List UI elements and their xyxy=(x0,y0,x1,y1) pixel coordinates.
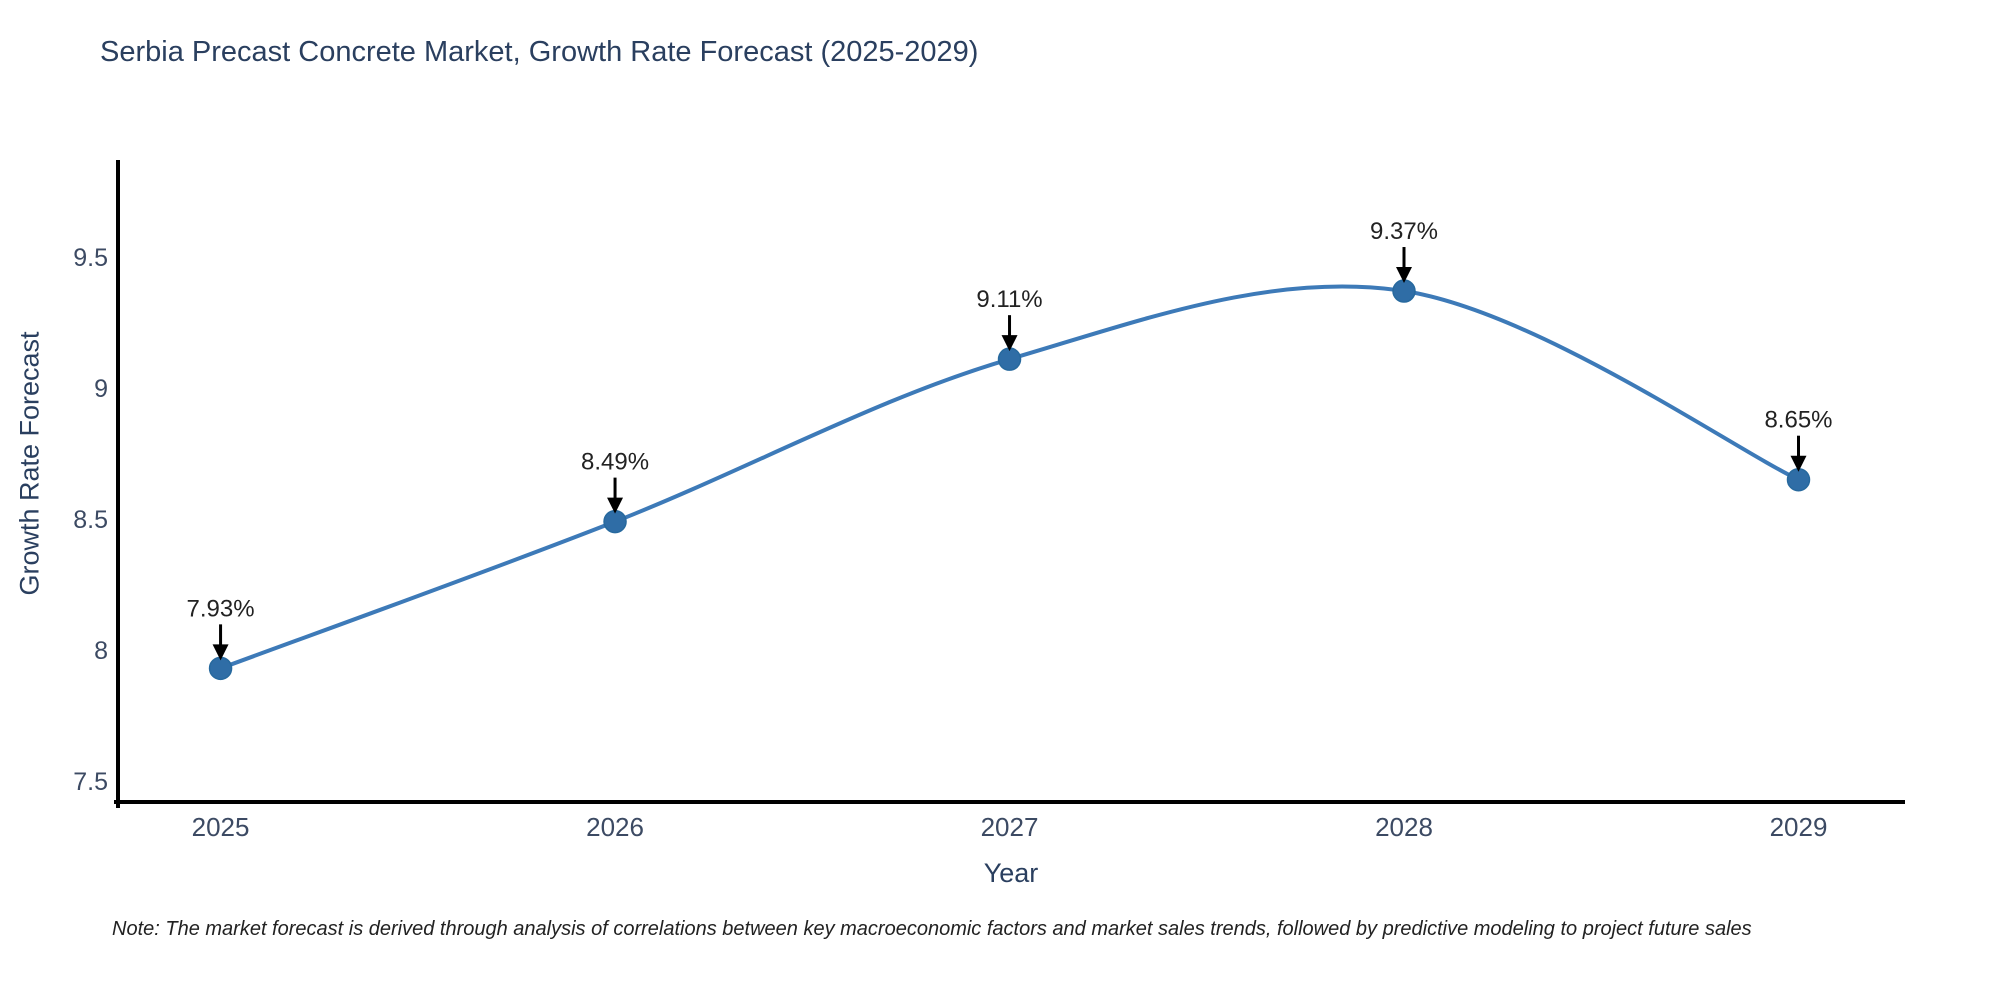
y-tick-label: 9 xyxy=(94,375,108,403)
chart-title: Serbia Precast Concrete Market, Growth R… xyxy=(100,36,979,68)
annotation-arrowhead xyxy=(1790,455,1807,472)
y-tick-label: 9.5 xyxy=(73,244,108,272)
x-tick-label: 2029 xyxy=(1770,812,1828,842)
annotation-label: 9.11% xyxy=(976,286,1042,313)
x-tick-label: 2028 xyxy=(1375,812,1433,842)
annotation-arrowhead xyxy=(607,497,624,514)
y-axis-title: Growth Rate Forecast xyxy=(14,331,45,596)
x-tick-label: 2026 xyxy=(586,812,644,842)
annotation-arrowhead xyxy=(212,644,229,661)
x-tick-label: 2027 xyxy=(981,812,1039,842)
data-point-2027 xyxy=(997,347,1022,371)
footnote: Note: The market forecast is derived thr… xyxy=(112,918,1752,940)
annotation-label: 8.65% xyxy=(1764,407,1832,434)
data-point-2026 xyxy=(603,509,627,534)
annotation-label: 7.93% xyxy=(187,595,255,622)
y-tick-label: 8.5 xyxy=(73,506,108,534)
annotation-arrowhead xyxy=(1396,267,1413,284)
y-tick-label: 7.5 xyxy=(73,768,108,796)
annotation-label: 9.37% xyxy=(1370,218,1438,245)
annotation-label: 8.49% xyxy=(581,449,649,476)
x-tick-label: 2025 xyxy=(192,812,250,842)
data-point-2029 xyxy=(1786,467,1811,492)
annotation-arrowhead xyxy=(1001,335,1018,352)
x-axis-title: Year xyxy=(983,858,1039,888)
data-point-2028 xyxy=(1392,279,1416,303)
data-point-2025 xyxy=(208,656,233,681)
y-tick-label: 8 xyxy=(94,637,108,665)
